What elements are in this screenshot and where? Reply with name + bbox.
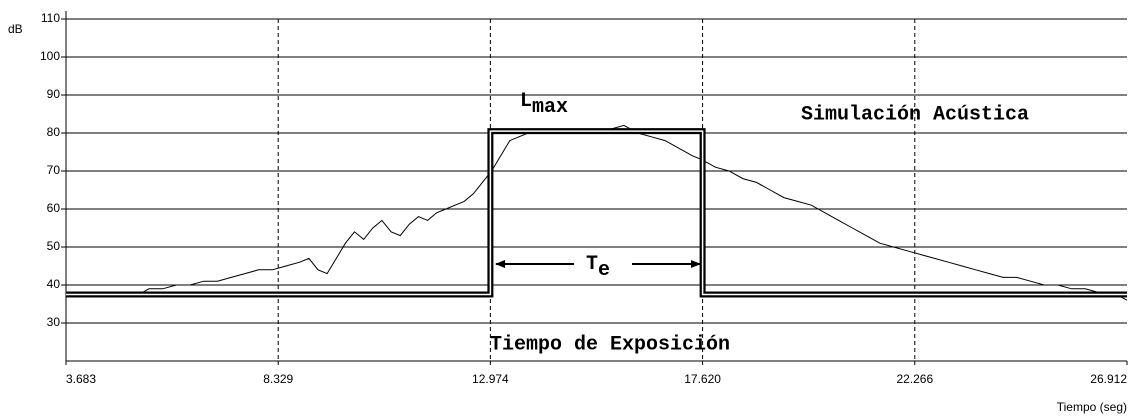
y-tick-label: 110 xyxy=(41,11,60,25)
annotation-te: Te xyxy=(586,253,610,282)
y-tick-label: 80 xyxy=(47,125,61,139)
x-tick-label: 26.912 xyxy=(1090,372,1127,386)
te-sub: e xyxy=(598,259,610,282)
x-tick-label: 8.329 xyxy=(263,372,293,386)
x-tick-label: 17.620 xyxy=(684,372,721,386)
te-arrowhead-left xyxy=(495,260,505,268)
te-main: T xyxy=(586,253,598,276)
x-tick-label: 22.266 xyxy=(896,372,933,386)
annotation-exposure: Tiempo de Exposición xyxy=(490,333,730,356)
lmax-main: L xyxy=(520,90,532,113)
x-axis-label: Tiempo (seg) xyxy=(1057,400,1127,414)
threshold-line-inner xyxy=(66,130,1127,296)
lmax-sub: max xyxy=(532,96,568,119)
annotation-lmax: Lmax xyxy=(520,90,568,119)
x-tick-label: 12.974 xyxy=(472,372,509,386)
y-tick-label: 100 xyxy=(40,49,60,63)
te-arrowhead-right xyxy=(691,260,701,268)
y-tick-label: 60 xyxy=(47,201,61,215)
y-tick-label: 40 xyxy=(47,277,61,291)
y-tick-label: 90 xyxy=(47,87,61,101)
y-tick-label: 30 xyxy=(47,315,61,329)
y-tick-label: 70 xyxy=(47,163,61,177)
x-tick-label: 3.683 xyxy=(66,372,96,386)
y-axis-label: dB xyxy=(8,22,23,36)
y-tick-label: 50 xyxy=(47,239,61,253)
annotation-simulation: Simulación Acústica xyxy=(801,103,1029,126)
